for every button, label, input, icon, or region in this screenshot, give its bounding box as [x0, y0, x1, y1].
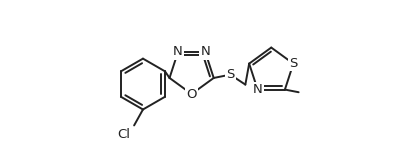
Text: N: N — [253, 83, 262, 96]
Text: N: N — [173, 46, 183, 58]
Text: S: S — [289, 57, 297, 70]
Text: S: S — [226, 68, 234, 81]
Text: N: N — [200, 46, 210, 58]
Text: O: O — [186, 88, 197, 101]
Text: Cl: Cl — [117, 128, 130, 141]
